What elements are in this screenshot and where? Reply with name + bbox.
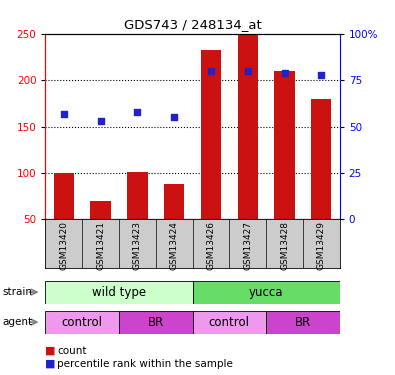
- Point: [281, 70, 288, 76]
- Text: GSM13420: GSM13420: [59, 221, 68, 270]
- Bar: [193, 280, 340, 304]
- Text: wild type: wild type: [92, 286, 146, 298]
- Text: ■: ■: [45, 346, 56, 355]
- Bar: [238, 33, 258, 219]
- Text: count: count: [57, 346, 87, 355]
- Text: GSM13427: GSM13427: [243, 221, 252, 270]
- Text: GSM13428: GSM13428: [280, 221, 289, 270]
- Text: ■: ■: [45, 359, 56, 369]
- Text: GSM13423: GSM13423: [133, 221, 142, 270]
- Text: BR: BR: [148, 316, 164, 328]
- Bar: [45, 280, 193, 304]
- Bar: [275, 71, 295, 219]
- Point: [61, 111, 67, 117]
- Point: [318, 72, 324, 78]
- Bar: [201, 50, 221, 219]
- Bar: [127, 172, 147, 219]
- Point: [134, 109, 141, 115]
- Bar: [266, 310, 340, 334]
- Bar: [90, 201, 111, 219]
- Title: GDS743 / 248134_at: GDS743 / 248134_at: [124, 18, 261, 31]
- Point: [208, 68, 214, 74]
- Bar: [311, 99, 331, 219]
- Text: GSM13424: GSM13424: [170, 221, 179, 270]
- Bar: [164, 184, 184, 219]
- Text: strain: strain: [2, 287, 32, 297]
- Text: GSM13426: GSM13426: [207, 221, 215, 270]
- Text: control: control: [62, 316, 103, 328]
- Text: BR: BR: [295, 316, 311, 328]
- Bar: [54, 173, 74, 219]
- Bar: [193, 310, 266, 334]
- Text: agent: agent: [2, 317, 32, 327]
- Bar: [45, 310, 119, 334]
- Point: [98, 118, 104, 124]
- Point: [171, 114, 177, 120]
- Text: GSM13429: GSM13429: [317, 221, 326, 270]
- Point: [245, 68, 251, 74]
- Bar: [119, 310, 193, 334]
- Text: yucca: yucca: [249, 286, 283, 298]
- Text: control: control: [209, 316, 250, 328]
- Text: GSM13421: GSM13421: [96, 221, 105, 270]
- Text: percentile rank within the sample: percentile rank within the sample: [57, 359, 233, 369]
